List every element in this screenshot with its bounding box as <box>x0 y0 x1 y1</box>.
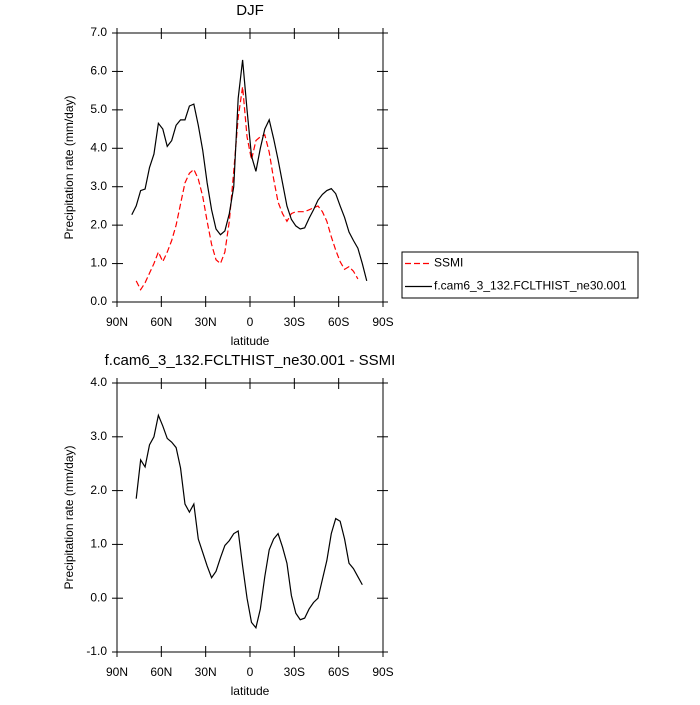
y-tick-label: 0.0 <box>90 590 107 604</box>
y-tick-label: 4.0 <box>90 140 107 154</box>
x-tick-label: 30N <box>195 315 217 329</box>
x-tick-label: 90S <box>372 315 393 329</box>
x-tick-label: 60N <box>150 665 172 679</box>
x-tick-label: 0 <box>247 665 254 679</box>
x-tick-label: 30S <box>284 665 305 679</box>
data-line <box>135 86 359 291</box>
y-axis-label: Precipitation rate (mm/day) <box>62 95 76 239</box>
y-tick-label: 6.0 <box>90 64 107 78</box>
y-tick-label: 2.0 <box>90 217 107 231</box>
x-tick-label: 60S <box>328 665 349 679</box>
x-tick-label: 90S <box>372 665 393 679</box>
data-line <box>131 59 368 282</box>
x-tick-label: 90N <box>106 315 128 329</box>
x-tick-label: 90N <box>106 665 128 679</box>
y-tick-label: 7.0 <box>90 25 107 39</box>
legend-box <box>401 251 639 299</box>
plot-frame <box>116 32 384 303</box>
x-tick-label: 0 <box>247 315 254 329</box>
y-tick-label: 4.0 <box>90 375 107 389</box>
y-tick-label: 1.0 <box>90 256 107 270</box>
chart-title: DJF <box>236 2 264 19</box>
x-tick-label: 60S <box>328 315 349 329</box>
y-tick-label: 3.0 <box>90 429 107 443</box>
y-axis-label: Precipitation rate (mm/day) <box>62 445 76 589</box>
y-tick-label: 2.0 <box>90 483 107 497</box>
legend-label: SSMI <box>434 256 463 270</box>
x-axis-label: latitude <box>231 334 270 348</box>
y-tick-label: 1.0 <box>90 537 107 551</box>
x-tick-label: 30S <box>284 315 305 329</box>
y-tick-label: 5.0 <box>90 102 107 116</box>
y-tick-label: 0.0 <box>90 294 107 308</box>
data-line <box>135 413 363 630</box>
x-tick-label: 30N <box>195 665 217 679</box>
legend-label: f.cam6_3_132.FCLTHIST_ne30.001 <box>434 279 627 293</box>
x-axis-label: latitude <box>231 684 270 698</box>
y-tick-label: 3.0 <box>90 179 107 193</box>
chart-title: f.cam6_3_132.FCLTHIST_ne30.001 - SSMI <box>105 352 396 369</box>
x-tick-label: 60N <box>150 315 172 329</box>
y-tick-label: -1.0 <box>86 644 107 658</box>
